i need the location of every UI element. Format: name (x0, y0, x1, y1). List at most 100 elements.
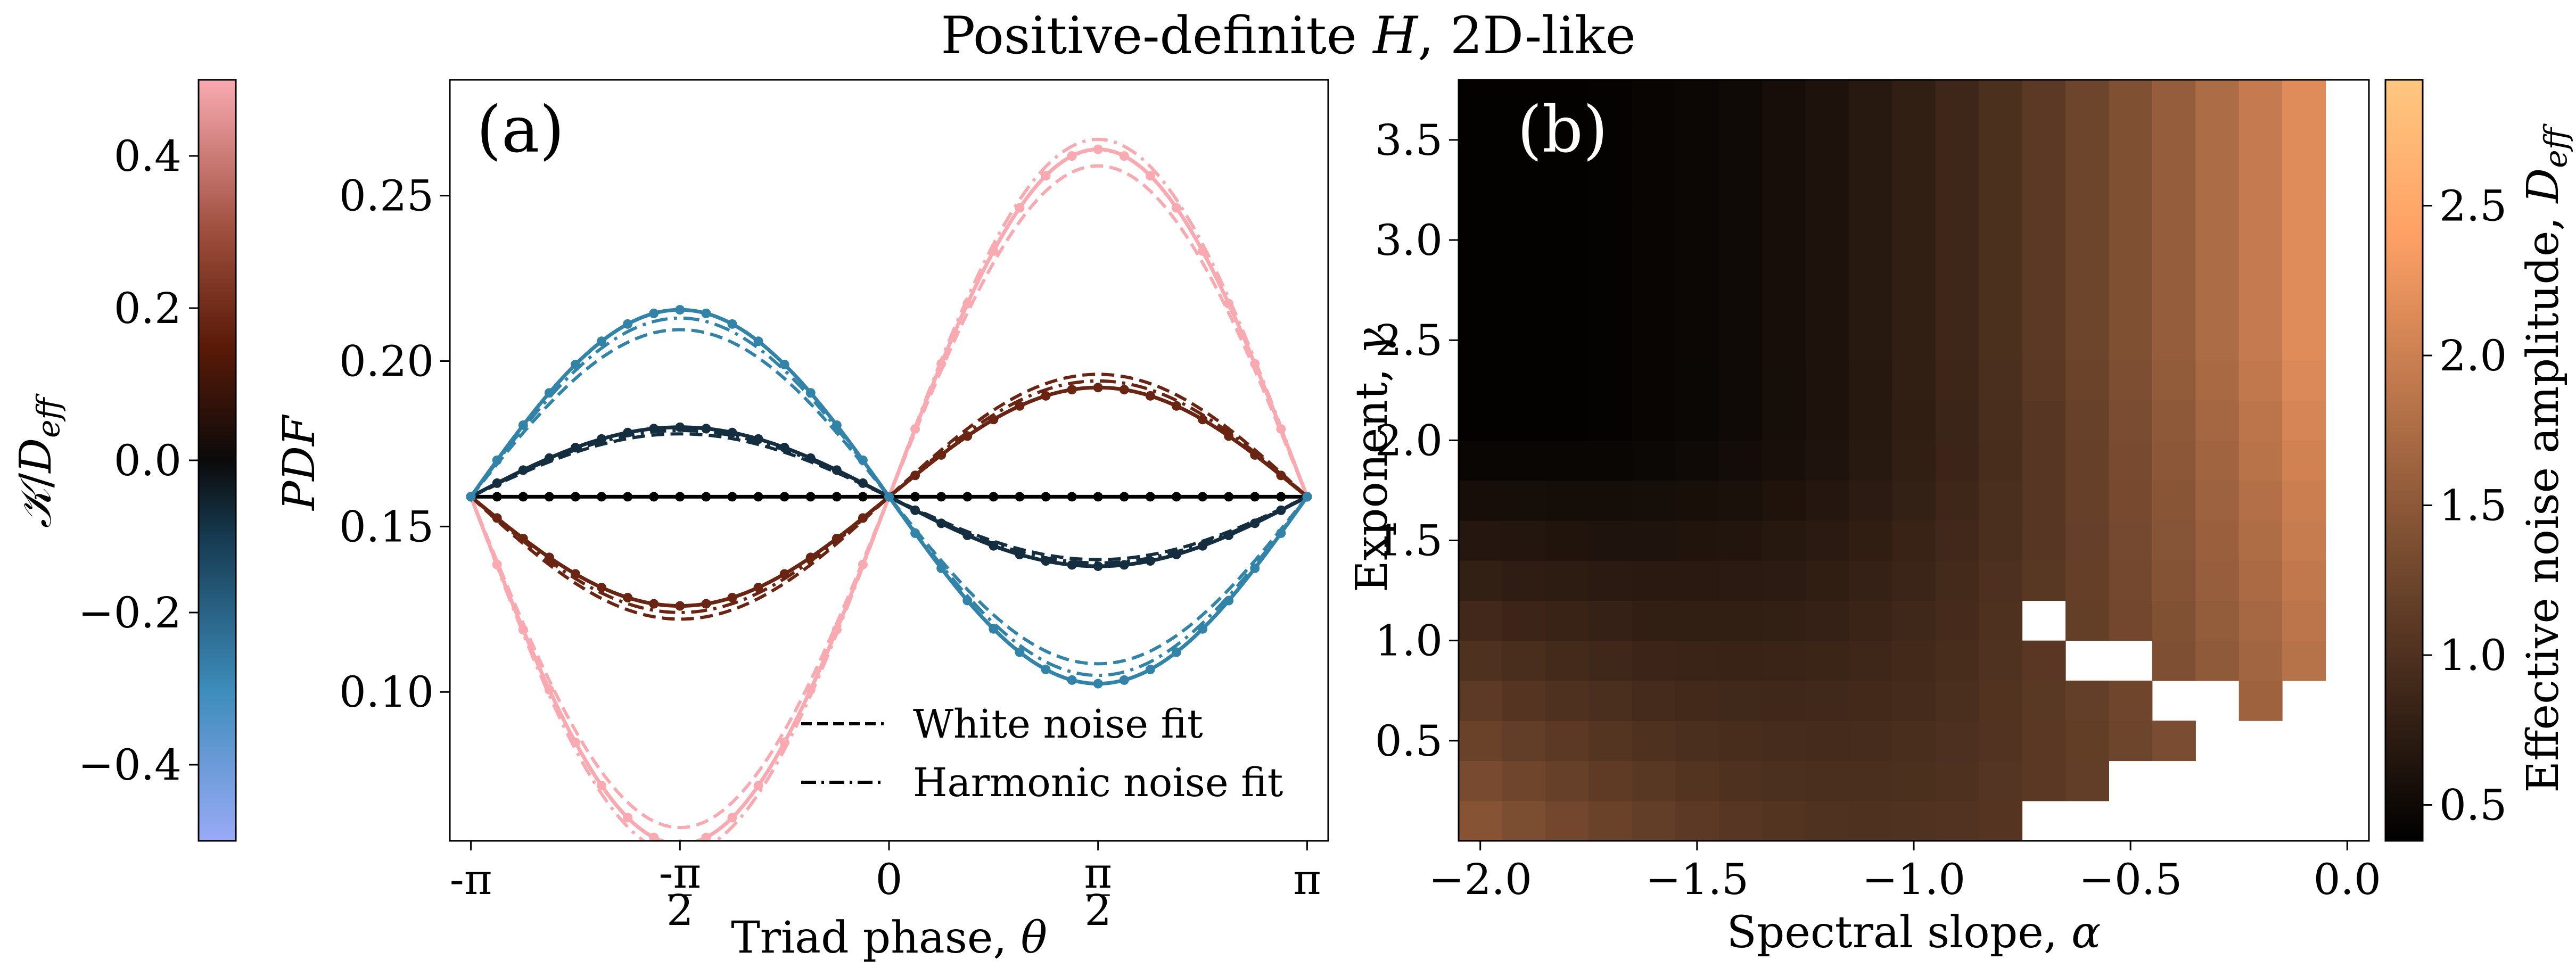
heatmap-cell (2109, 120, 2153, 161)
data-point (1250, 492, 1260, 502)
heatmap-cell (2022, 520, 2066, 561)
heatmap-cell (1675, 160, 1719, 201)
heatmap-cell (2109, 200, 2153, 241)
svg-text:-π: -π (659, 848, 701, 898)
panel-b-ticks: −2.0 −1.5 −1.0 −0.5 0.0 0.5 1.0 1.5 2.0 2.5 3.0 3.5 (1375, 115, 2381, 904)
heatmap-cell (1502, 120, 1546, 161)
data-point (1119, 385, 1129, 395)
heatmap-cell (1892, 520, 1936, 561)
data-point (936, 492, 947, 502)
heatmap-cell (2238, 200, 2283, 241)
heatmap-cell (2282, 640, 2326, 681)
data-point (492, 455, 502, 465)
heatmap-cell (1589, 400, 1633, 441)
heatmap-cell (1762, 640, 1806, 681)
data-point (1041, 492, 1051, 502)
heatmap-cell (2065, 680, 2109, 721)
data-point (1119, 560, 1129, 570)
heatmap-cell (1545, 680, 1589, 721)
heatmap-cell (1632, 400, 1676, 441)
data-point (701, 599, 711, 609)
data-point (1276, 492, 1286, 502)
heatmap-cell (1632, 80, 1676, 120)
heatmap-cell (1892, 480, 1936, 521)
heatmap-cell (1545, 280, 1589, 321)
data-point (1015, 401, 1025, 411)
heatmap-cell (1675, 721, 1719, 762)
panel-b-heatmap-cells (1459, 80, 2326, 841)
panel-a-ytick-label: 0.10 (339, 667, 434, 717)
panel-b-xtick-label: −1.0 (1862, 855, 1965, 904)
panel-b-xtick-label: −0.5 (2079, 855, 2182, 904)
heatmap-cell (1892, 120, 1936, 161)
heatmap-cell (1545, 480, 1589, 521)
heatmap-cell (1935, 800, 1979, 841)
heatmap-cell (1762, 560, 1806, 601)
heatmap-cell (1979, 160, 2023, 201)
heatmap-cell (1848, 600, 1892, 641)
heatmap-cell (1632, 280, 1676, 321)
heatmap-cell (1632, 480, 1676, 521)
heatmap-cell (1459, 440, 1502, 481)
heatmap-cell (2238, 600, 2283, 641)
heatmap-cell (1892, 360, 1936, 401)
heatmap-cell (1979, 600, 2023, 641)
heatmap-cell (1459, 600, 1502, 641)
panel-b-ytick-label: 2.0 (1375, 416, 1443, 465)
heatmap-cell (1762, 200, 1806, 241)
heatmap-cell (2282, 280, 2326, 321)
data-point (1041, 556, 1051, 566)
heatmap-cell (1848, 721, 1892, 762)
left-colorbar-ticks: 0.4 0.2 0.0 −0.2 −0.4 (78, 131, 199, 790)
left-colorbar-tick-label: −0.4 (78, 740, 182, 790)
heatmap-cell (1589, 200, 1633, 241)
data-point (1119, 151, 1129, 161)
heatmap-cell (1589, 360, 1633, 401)
heatmap-cell (1459, 721, 1502, 762)
heatmap-cell (1545, 400, 1589, 441)
heatmap-cell (2022, 360, 2066, 401)
heatmap-cell (1718, 560, 1763, 601)
heatmap-cell (1935, 640, 1979, 681)
heatmap-cell (2195, 200, 2240, 241)
left-colorbar-tick-label: 0.4 (114, 131, 182, 181)
heatmap-cell (1718, 640, 1763, 681)
heatmap-cell (1762, 800, 1806, 841)
heatmap-cell (1805, 760, 1849, 801)
heatmap-cell (1589, 721, 1633, 762)
data-point (989, 246, 999, 256)
heatmap-cell (2238, 320, 2283, 361)
data-point (1171, 401, 1181, 411)
data-point (832, 420, 842, 430)
data-point (649, 599, 659, 609)
heatmap-cell (2152, 440, 2196, 481)
data-point (623, 319, 633, 329)
data-point (492, 559, 502, 569)
heatmap-cell (1589, 560, 1633, 601)
heatmap-cell (1589, 280, 1633, 321)
heatmap-cell (1545, 760, 1589, 801)
heatmap-cell (1805, 120, 1849, 161)
heatmap-cell (1848, 280, 1892, 321)
heatmap-cell (1892, 80, 1936, 120)
heatmap-cell (1459, 200, 1502, 241)
heatmap-cell (2065, 721, 2109, 762)
heatmap-cell (1545, 200, 1589, 241)
panel-a-ytick-label: 0.15 (339, 502, 434, 551)
heatmap-cell (1589, 760, 1633, 801)
heatmap-cell (1979, 560, 2023, 601)
svg-text:π: π (1084, 848, 1112, 898)
data-point (623, 427, 633, 437)
panel-a-xtick-label: π (1293, 855, 1321, 904)
heatmap-cell (1935, 560, 1979, 601)
heatmap-cell (1589, 680, 1633, 721)
data-point (805, 453, 816, 463)
heatmap-cell (1632, 760, 1676, 801)
heatmap-cell (1632, 320, 1676, 361)
data-point (1015, 647, 1025, 657)
panel-b-ytick-label: 2.5 (1375, 316, 1443, 365)
data-point (1015, 203, 1025, 213)
heatmap-cell (1675, 280, 1719, 321)
left-colorbar-gradient (197, 79, 237, 842)
heatmap-cell (1589, 440, 1633, 481)
